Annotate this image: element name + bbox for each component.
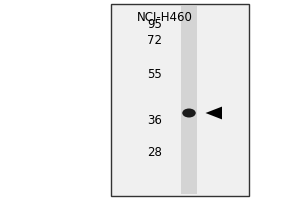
- Text: 36: 36: [147, 114, 162, 127]
- Text: 95: 95: [147, 18, 162, 30]
- Text: 55: 55: [147, 68, 162, 80]
- Ellipse shape: [182, 108, 196, 117]
- Polygon shape: [206, 107, 222, 119]
- Text: NCI-H460: NCI-H460: [137, 11, 193, 24]
- Bar: [111, 4, 249, 196]
- Text: 28: 28: [147, 146, 162, 158]
- Text: 72: 72: [147, 33, 162, 46]
- Bar: [181, 6, 197, 194]
